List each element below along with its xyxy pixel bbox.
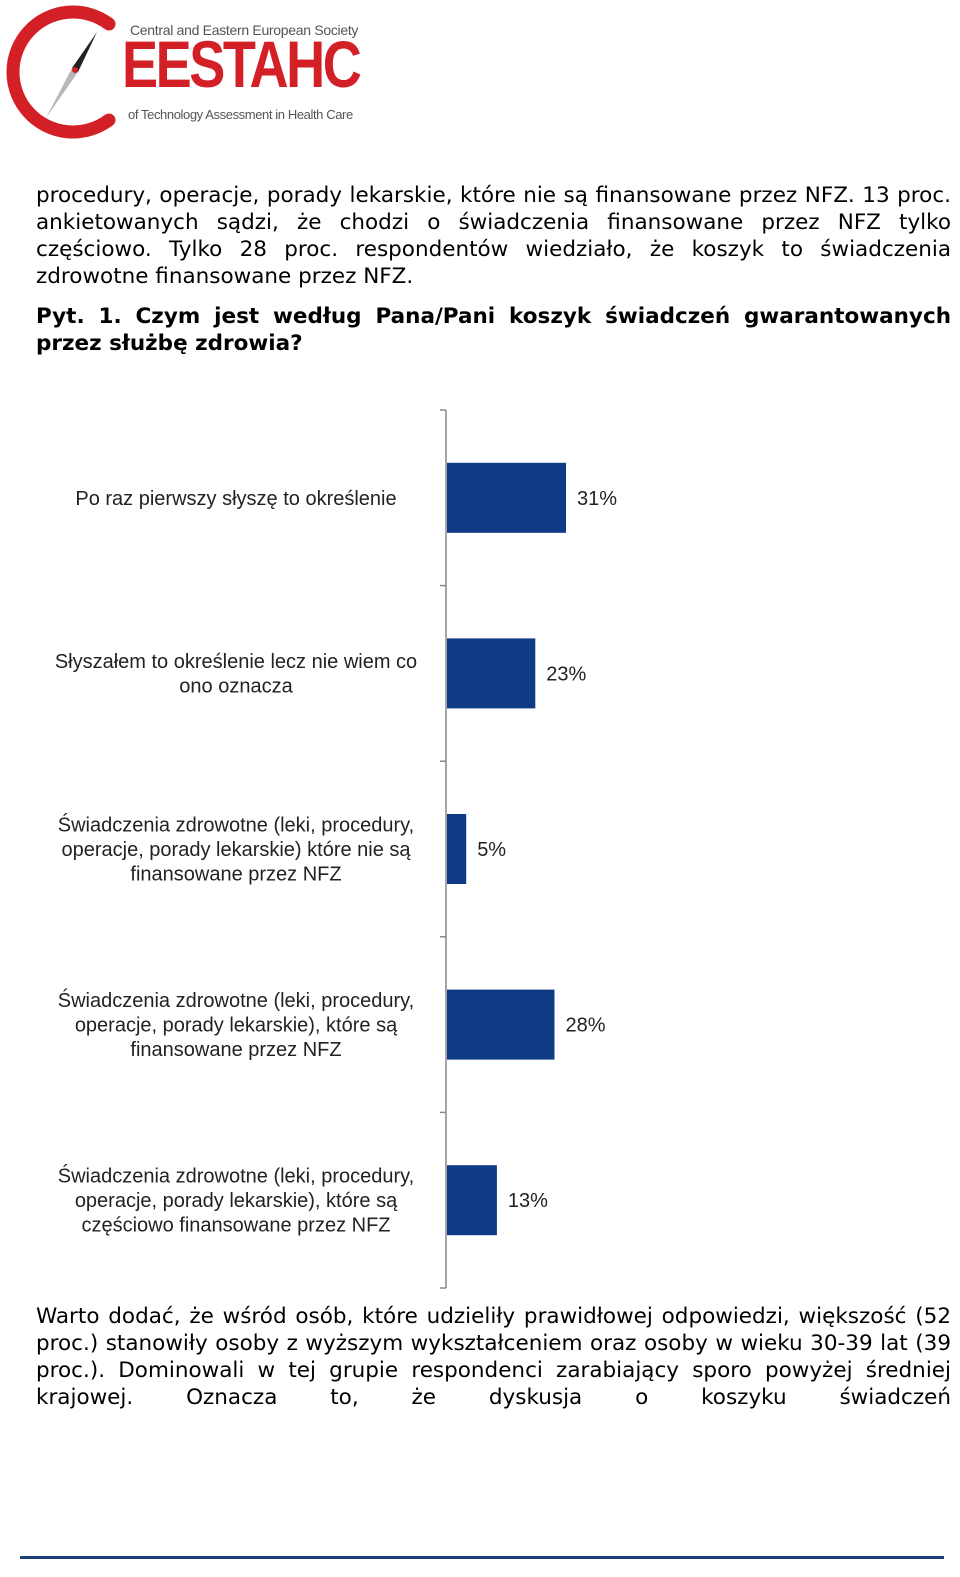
closing-paragraph: Warto dodać, że wśród osób, które udziel… <box>36 1304 951 1410</box>
category-label-line: Świadczenia zdrowotne (leki, procedury, <box>58 988 414 1012</box>
category-label-line: finansowane przez NFZ <box>130 864 341 886</box>
category-label-line: finansowane przez NFZ <box>130 1039 341 1061</box>
category-label-line: operacje, porady lekarskie) które nie są <box>61 839 411 861</box>
logo-brand: EESTAHC <box>122 27 362 101</box>
category-label-1: Po raz pierwszy słyszę to określenie <box>75 488 396 510</box>
chart-svg: 31% Po raz pierwszy słyszę to określenie 2… <box>55 409 617 1289</box>
value-label-3: 5% <box>477 839 506 861</box>
footer-divider <box>20 1556 944 1559</box>
eestahc-logo: Central and Eastern European Society EES… <box>4 4 362 140</box>
bar-2 <box>447 638 536 709</box>
category-label-line: operacje, porady lekarskie), które są <box>75 1190 398 1212</box>
category-label-line: Słyszałem to określenie lecz nie wiem co <box>55 651 417 673</box>
value-label-5: 13% <box>508 1190 548 1212</box>
bar-4 <box>447 989 555 1060</box>
category-label-line: Świadczenia zdrowotne (leki, procedury, <box>58 1164 414 1188</box>
bar-1 <box>447 462 566 533</box>
category-label-line: operacje, porady lekarskie), które są <box>75 1015 398 1037</box>
category-label-5: Świadczenia zdrowotne (leki, procedury, o… <box>58 1164 414 1237</box>
compass-icon <box>6 5 116 139</box>
category-label-line: częściowo finansowane przez NFZ <box>81 1215 390 1237</box>
category-label-3: Świadczenia zdrowotne (leki, procedury, o… <box>58 813 414 886</box>
bar-3 <box>447 814 467 884</box>
category-label-line: ono oznacza <box>179 676 293 698</box>
bar-5 <box>447 1165 497 1236</box>
category-label-line: Świadczenia zdrowotne (leki, procedury, <box>58 813 414 837</box>
value-label-1: 31% <box>577 488 617 510</box>
logo-tagline-top: Central and Eastern European Society <box>130 22 359 38</box>
category-label-line: Po raz pierwszy słyszę to określenie <box>75 488 396 510</box>
survey-bar-chart: 31% Po raz pierwszy słyszę to określenie 2… <box>0 400 960 1295</box>
value-label-2: 23% <box>546 663 586 685</box>
intro-paragraph: procedury, operacje, porady lekarskie, k… <box>36 183 951 289</box>
logo-tagline-bottom: of Technology Assessment in Health Care <box>128 107 353 122</box>
survey-question: Pyt. 1. Czym jest według Pana/Pani koszy… <box>36 304 951 356</box>
category-label-4: Świadczenia zdrowotne (leki, procedury, o… <box>58 988 414 1061</box>
value-label-4: 28% <box>565 1015 605 1037</box>
category-label-2: Słyszałem to określenie lecz nie wiem co… <box>55 651 417 698</box>
